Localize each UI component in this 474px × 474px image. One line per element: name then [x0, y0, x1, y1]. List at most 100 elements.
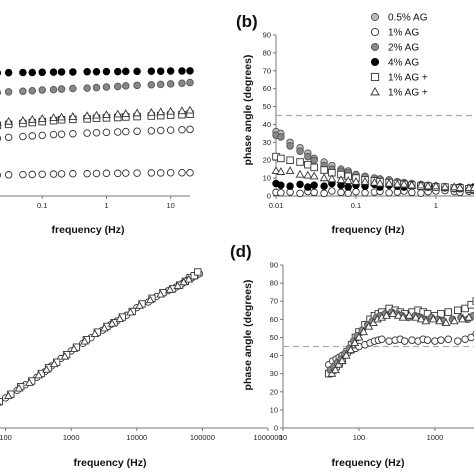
- panel-c-series2-point: [126, 307, 135, 316]
- panel-a-series1-point: [102, 128, 111, 137]
- panel-d-ytick-label: 30: [270, 369, 278, 378]
- panel-d-ytick-label: 60: [270, 315, 278, 324]
- panel-a-series2-point: [102, 83, 111, 91]
- panel-b-series2-point: [310, 156, 318, 164]
- panel-a-xtick-label: 0.1: [37, 201, 47, 210]
- panel-a-series5-point: [177, 106, 187, 115]
- panel-d-xtick-label: 1000: [427, 433, 444, 442]
- panel-a-series3-point: [147, 67, 156, 75]
- panel-a-series5-point: [102, 110, 111, 118]
- panel-b-series5-point: [449, 182, 459, 191]
- panel-a-series0-point: [178, 168, 186, 177]
- panel-b-ytick-label: 20: [263, 156, 271, 165]
- panel-d-series0-point: [454, 337, 462, 345]
- legend-marker: [370, 72, 380, 82]
- legend-label: 1% AG +: [388, 88, 428, 99]
- panel-b-series5-point: [375, 178, 385, 187]
- panel-a-series3-point: [83, 68, 91, 76]
- panel-b-series5-point: [271, 166, 281, 175]
- panel-a-series1-point: [166, 126, 175, 134]
- panel-c-xtick-label: 1000000: [253, 433, 282, 442]
- panel-b-series5-point: [431, 181, 441, 190]
- panel-a-series3-point: [28, 68, 37, 77]
- panel-b-series3-point: [310, 181, 318, 190]
- panel-c-series2-point: [115, 314, 125, 322]
- panel-d-label: (d): [230, 242, 252, 261]
- panel-a-series1-point: [19, 132, 27, 141]
- panel-a-xtick-label: 1: [104, 201, 108, 210]
- panel-b-series2-point: [304, 152, 312, 161]
- legend-marker: [370, 27, 380, 37]
- panel-d-ytick-label: 80: [270, 279, 278, 288]
- panel-a-series1-point: [133, 127, 141, 136]
- panel-c-series2-point: [156, 289, 165, 298]
- panel-a-series2-point: [28, 86, 37, 95]
- panel-a-series3-point: [38, 68, 46, 77]
- panel-b-series5-point: [351, 176, 361, 185]
- panel-d-series3-point: [331, 365, 340, 374]
- panel-a-series3-point: [114, 67, 122, 76]
- panel-d-series3-point: [382, 311, 391, 319]
- panel-d-series0-point: [444, 335, 453, 344]
- panel-a-series0-point: [156, 169, 165, 177]
- panel-c-series2-point: [173, 281, 182, 290]
- panel-a-series3-point: [57, 68, 66, 76]
- panel-b-series1-point: [320, 189, 328, 198]
- panel-b-series3-point: [344, 183, 352, 191]
- panel-a-series5-point: [166, 106, 176, 115]
- panel-a-series1-point: [83, 129, 91, 137]
- panel-b-ytick-label: 40: [263, 120, 271, 129]
- panel-a-series1-point: [156, 126, 165, 135]
- panel-d-series3-point: [354, 332, 364, 341]
- panel-b-series5-point: [455, 183, 465, 192]
- panel-a-series3-point: [0, 70, 2, 76]
- panel-d-series3-point: [388, 309, 398, 317]
- panel-d-xtick-label: 100: [353, 433, 366, 442]
- panel-a-series1-point: [186, 125, 194, 134]
- panel-b-series1-point: [310, 188, 318, 197]
- panel-a-series3-point: [69, 68, 77, 76]
- panel-b-xlabel: frequency (Hz): [332, 224, 405, 236]
- panel-d-series3-point: [411, 312, 421, 321]
- panel-a-series3-point: [102, 67, 111, 76]
- panel-b-xtick-label: 0.01: [269, 201, 284, 210]
- panel-b-series2-point: [286, 142, 294, 150]
- panel-c-series2-point: [145, 295, 155, 304]
- panel-d-series3-point: [421, 316, 431, 325]
- panel-a-series1-point: [49, 130, 58, 139]
- panel-a-series5-point: [27, 115, 37, 123]
- panel-d-series3-point: [428, 314, 438, 323]
- legend-marker: [370, 12, 380, 22]
- panel-c-series2-point: [184, 274, 194, 283]
- panel-b-plot: 0 10 20 30 40 50 60 70 80 90 0.01 0.1 1: [263, 31, 474, 210]
- panel-c-series2-point: [100, 323, 109, 332]
- panel-a-series1-point: [28, 132, 37, 140]
- panel-d-series3-point: [404, 311, 414, 319]
- panel-a-series1-point: [114, 128, 122, 136]
- panel-d-series3-point: [464, 312, 474, 321]
- panel-b-series5-point: [369, 177, 379, 186]
- panel-a-series2-point: [92, 83, 101, 92]
- panel-a-series0-point: [186, 168, 194, 177]
- panel-b-ytick-label: 90: [263, 31, 271, 40]
- panel-c-series2-point: [69, 344, 79, 353]
- panel-a-series5-point: [57, 112, 66, 121]
- panel-b-series4-point: [304, 160, 312, 169]
- panel-b-series1-point: [417, 189, 425, 197]
- panel-d-ytick-label: 40: [270, 351, 278, 360]
- panel-a-series5-point: [68, 112, 78, 120]
- panel-b-series2-point: [277, 133, 285, 141]
- panel-d-series1-point: [454, 306, 462, 315]
- panel-d-series3-point: [346, 345, 356, 354]
- panel-c-series2-point: [42, 365, 51, 373]
- panel-d-series0-point: [408, 336, 416, 344]
- panel-a-series3-point: [178, 67, 186, 75]
- panel-a-series0-point: [38, 170, 46, 178]
- panel-a-series2-point: [83, 84, 91, 92]
- panel-a-series5-point: [185, 105, 195, 114]
- panel-a-series0-point: [122, 169, 130, 177]
- panel-c-plot: 100 1000 10000 100000 1000000: [0, 268, 283, 442]
- panel-c-series1-point: [0, 398, 3, 406]
